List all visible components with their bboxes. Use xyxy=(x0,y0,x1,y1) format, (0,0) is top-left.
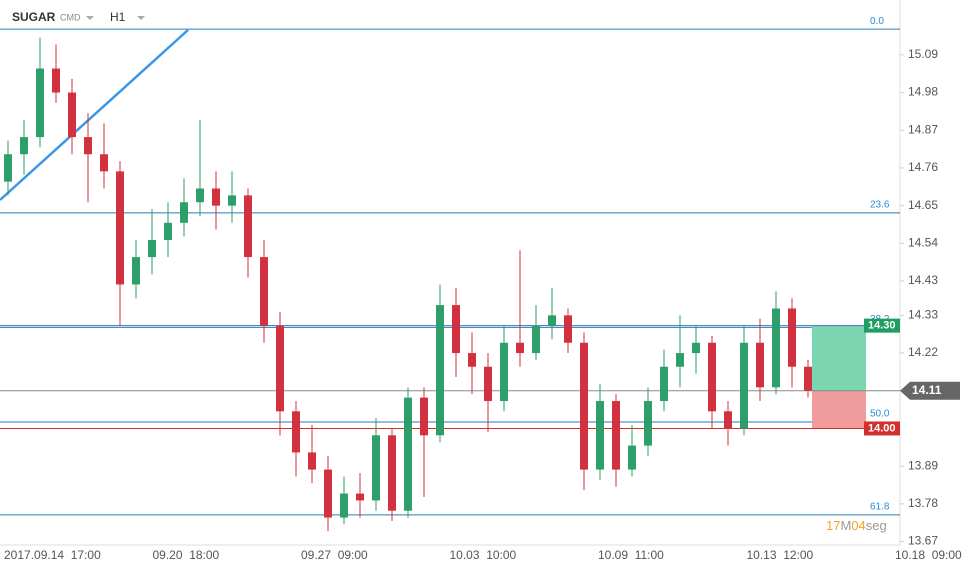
x-tick-label: 10.18 09:00 xyxy=(895,548,962,562)
y-tick-label: 14.54 xyxy=(908,236,938,250)
candle-body xyxy=(308,452,316,470)
y-tick-label: 13.78 xyxy=(908,496,938,510)
y-tick-label: 15.09 xyxy=(908,47,938,61)
dropdown-icon[interactable] xyxy=(86,16,94,20)
dropdown-icon[interactable] xyxy=(137,16,145,20)
candle-body xyxy=(20,137,28,155)
symbol[interactable]: SUGAR xyxy=(12,10,56,24)
candle-body xyxy=(420,397,428,436)
candle-body xyxy=(436,305,444,436)
trend-line xyxy=(0,29,189,201)
fib-label: 50.0 xyxy=(870,409,890,420)
candle-body xyxy=(116,171,124,285)
candle-body xyxy=(756,342,764,388)
x-tick-label: 10.13 12:00 xyxy=(747,548,814,562)
x-tick-label: 10.09 11:00 xyxy=(598,548,664,562)
seconds-unit: seg xyxy=(866,518,887,533)
candle-body xyxy=(468,353,476,367)
y-tick-label: 14.87 xyxy=(908,122,938,136)
x-tick-label: 09.20 18:00 xyxy=(153,548,220,562)
candle-body xyxy=(292,411,300,453)
countdown: 17M04seg xyxy=(826,518,887,533)
fib-label: 0.0 xyxy=(870,16,884,27)
y-tick-label: 14.98 xyxy=(908,85,938,99)
profit-zone xyxy=(812,325,866,391)
seconds: 04 xyxy=(851,518,865,533)
current-price-tag xyxy=(900,381,960,400)
x-tick-label: 2017.09.14 17:00 xyxy=(4,548,101,562)
candle-body xyxy=(724,411,732,429)
candle-body xyxy=(388,435,396,511)
candle-body xyxy=(244,195,252,258)
candle-body xyxy=(84,137,92,155)
candle-body xyxy=(372,435,380,501)
x-tick-label: 10.03 10:00 xyxy=(450,548,517,562)
candle-body xyxy=(500,342,508,402)
candle-body xyxy=(580,342,588,470)
loss-zone xyxy=(812,390,866,429)
take-profit-label: 14.30 xyxy=(868,320,896,332)
candle-body xyxy=(612,401,620,470)
y-tick-label: 14.33 xyxy=(908,308,938,322)
candle-body xyxy=(4,154,12,182)
y-tick-label: 13.67 xyxy=(908,534,938,548)
candle-body xyxy=(740,342,748,429)
candle-body xyxy=(100,154,108,172)
minutes-unit: M xyxy=(840,518,851,533)
candle-body xyxy=(708,342,716,412)
candle-body xyxy=(228,195,236,206)
candle-body xyxy=(148,239,156,258)
candle-body xyxy=(628,445,636,470)
candle-body xyxy=(196,188,204,203)
candle-body xyxy=(484,366,492,402)
candle-body xyxy=(212,188,220,206)
candle-body xyxy=(132,257,140,285)
y-tick-label: 13.89 xyxy=(908,458,938,472)
fib-label: 61.8 xyxy=(870,501,890,512)
candle-body xyxy=(692,342,700,354)
y-tick-label: 14.22 xyxy=(908,345,938,359)
take-profit-tag xyxy=(864,318,900,333)
candle-body xyxy=(340,493,348,518)
fib-label: 23.6 xyxy=(870,199,890,210)
y-tick-label: 14.65 xyxy=(908,198,938,212)
x-tick-label: 09.27 09:00 xyxy=(301,548,368,562)
current-price-label: 14.11 xyxy=(912,383,942,397)
candle-body xyxy=(532,325,540,354)
candle-body xyxy=(324,469,332,518)
candle-body xyxy=(452,305,460,354)
y-tick-label: 14.76 xyxy=(908,160,938,174)
candle-body xyxy=(164,222,172,240)
candle-body xyxy=(660,366,668,402)
candle-body xyxy=(516,342,524,354)
minutes: 17 xyxy=(826,518,840,533)
candle-body xyxy=(788,308,796,367)
candle-body xyxy=(180,202,188,223)
candle-body xyxy=(260,257,268,326)
candle-body xyxy=(676,353,684,367)
candle-body xyxy=(644,401,652,446)
category[interactable]: CMD xyxy=(60,12,81,22)
candle-body xyxy=(68,92,76,138)
stop-loss-tag xyxy=(864,421,900,436)
candle-body xyxy=(356,493,364,501)
candle-body xyxy=(548,315,556,326)
candle-body xyxy=(52,68,60,93)
candle-body xyxy=(276,325,284,412)
candle-body xyxy=(564,315,572,343)
stop-loss-label: 14.00 xyxy=(868,422,896,434)
timeframe[interactable]: H1 xyxy=(110,10,126,24)
y-tick-label: 14.43 xyxy=(908,273,938,287)
candle-body xyxy=(772,308,780,388)
candle-body xyxy=(404,397,412,511)
candle-body xyxy=(804,366,812,391)
candle-body xyxy=(36,68,44,138)
candle-body xyxy=(596,401,604,470)
